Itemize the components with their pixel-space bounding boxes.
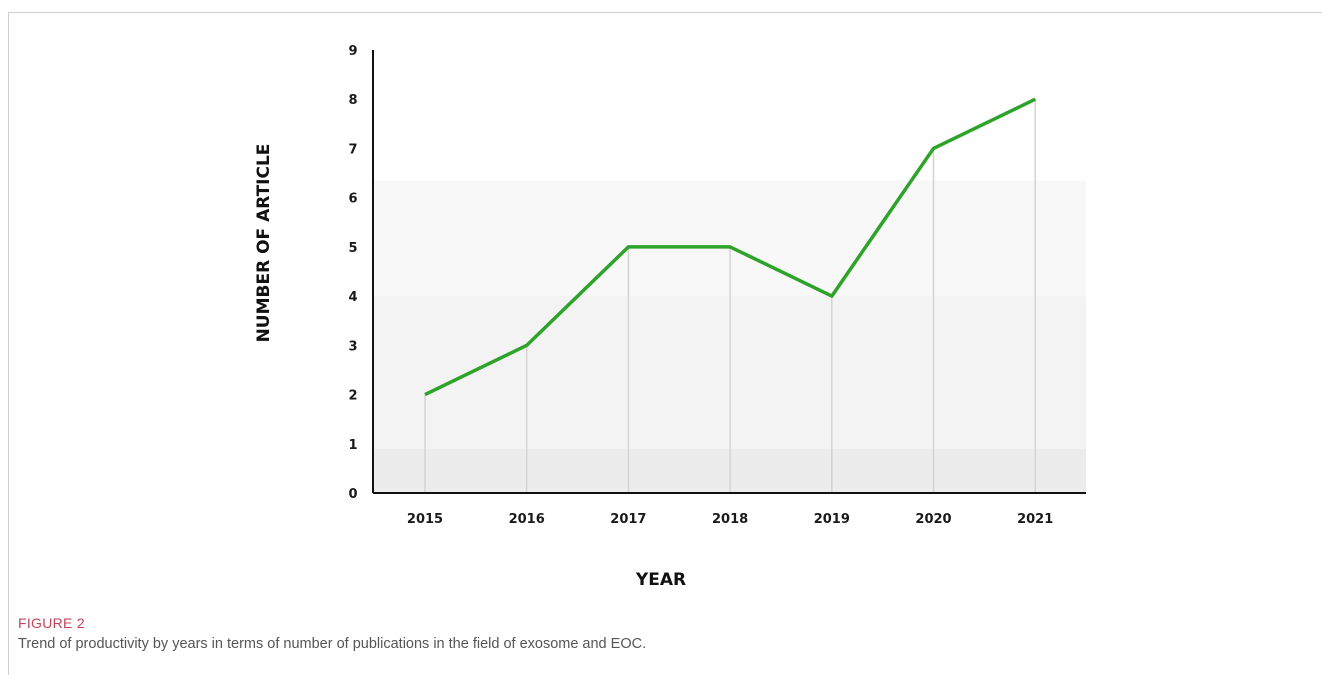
y-tick-label: 3 bbox=[348, 339, 357, 354]
series-line bbox=[424, 97, 1036, 397]
y-tick-label: 5 bbox=[348, 241, 357, 256]
x-axis-title: YEAR bbox=[635, 570, 686, 590]
x-tick-label: 2017 bbox=[610, 512, 646, 527]
y-tick-label: 4 bbox=[348, 290, 357, 305]
y-tick-label: 9 bbox=[348, 44, 357, 59]
x-tick-label: 2016 bbox=[509, 512, 545, 527]
figure-label: FIGURE 2 bbox=[18, 615, 85, 631]
figure-frame-left bbox=[8, 12, 9, 675]
y-tick-label: 2 bbox=[348, 389, 357, 404]
y-tick-label: 7 bbox=[348, 142, 357, 157]
x-tick-label: 2019 bbox=[814, 512, 850, 527]
y-axis-title: NUMBER OF ARTICLE bbox=[254, 144, 274, 343]
y-tick-label: 1 bbox=[348, 438, 357, 453]
y-tick-label: 6 bbox=[348, 192, 357, 207]
x-tick-label: 2021 bbox=[1017, 512, 1053, 527]
y-tick-label: 0 bbox=[348, 487, 357, 502]
x-tick-label: 2020 bbox=[915, 512, 951, 527]
x-tick-label: 2015 bbox=[407, 512, 443, 527]
figure-caption: Trend of productivity by years in terms … bbox=[18, 636, 647, 652]
x-tick-label: 2018 bbox=[712, 512, 748, 527]
figure-frame-top bbox=[8, 12, 1322, 13]
y-tick-label: 8 bbox=[348, 93, 357, 108]
